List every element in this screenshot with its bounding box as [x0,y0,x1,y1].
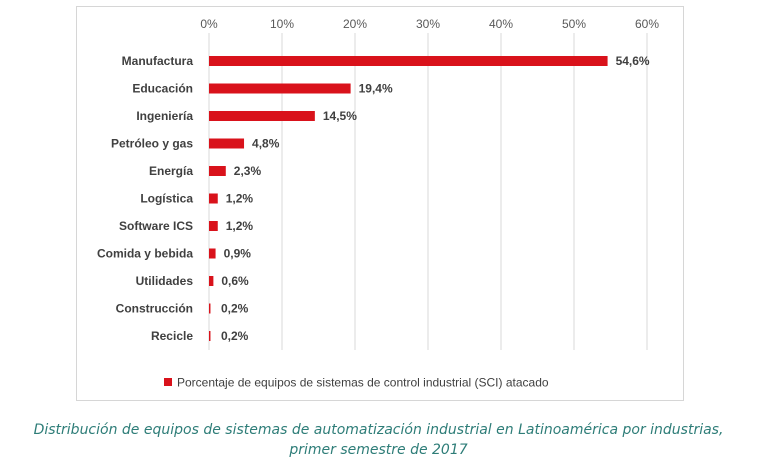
figure-caption: Distribución de equipos de sistemas de a… [0,420,757,460]
category-label: Logística [140,192,193,206]
category-label: Recicle [151,329,193,343]
data-label: 0,9% [224,247,252,261]
x-tick-label: 40% [489,17,513,31]
data-label: 0,6% [221,274,249,288]
x-tick-label: 10% [270,17,294,31]
category-labels: Manufactura Educación Ingeniería Petróleo y… [97,54,193,343]
caption-line-1: Distribución de equipos de sistemas de a… [33,422,724,438]
bar [209,83,351,94]
data-label: 1,2% [226,219,254,233]
x-tick-label: 30% [416,17,440,31]
bar [209,276,214,286]
grid-lines [208,33,648,350]
bar [209,166,226,176]
legend: Porcentaje de equipos de sistemas de con… [164,376,549,390]
category-label: Energía [149,164,193,178]
legend-label: Porcentaje de equipos de sistemas de con… [177,376,549,390]
data-label: 2,3% [234,164,262,178]
category-label: Educación [132,82,193,96]
caption-line-2: primer semestre de 2017 [289,442,468,458]
category-label: Petróleo y gas [111,137,193,151]
x-tick-label: 60% [635,17,659,31]
data-label: 19,4% [359,82,393,96]
category-label: Construcción [116,302,193,316]
data-label: 0,2% [221,302,249,316]
chart-frame: 0% 10% 20% 30% 40% 50% 60% Manufactura Educació… [76,6,684,401]
bar [209,111,315,121]
legend-swatch [164,378,172,386]
data-label: 14,5% [323,109,357,123]
category-label: Ingeniería [136,109,193,123]
category-label: Software ICS [119,219,193,233]
bar-chart: 0% 10% 20% 30% 40% 50% 60% Manufactura Educació… [97,17,659,390]
category-label: Comida y bebida [97,247,193,261]
bar [209,221,218,231]
bar [209,56,608,66]
bars [209,56,608,341]
data-labels: 54,6% 19,4%14,5% 4,8% 2,3% 1,2% 1,2% 0,9% 0,6% 0… [221,54,650,343]
category-label: Manufactura [122,54,194,68]
data-label: 54,6% [616,54,650,68]
x-axis-ticks: 0% 10% 20% 30% 40% 50% 60% [200,17,659,31]
data-label: 4,8% [252,137,280,151]
x-tick-label: 50% [562,17,586,31]
category-label: Utilidades [136,274,194,288]
bar [209,303,211,314]
bar [209,331,211,341]
bar [209,193,218,204]
x-tick-label: 20% [343,17,367,31]
bar [209,138,245,149]
x-tick-label: 0% [200,17,218,31]
data-label: 1,2% [226,192,254,206]
data-label: 0,2% [221,329,249,343]
bar [209,248,216,259]
